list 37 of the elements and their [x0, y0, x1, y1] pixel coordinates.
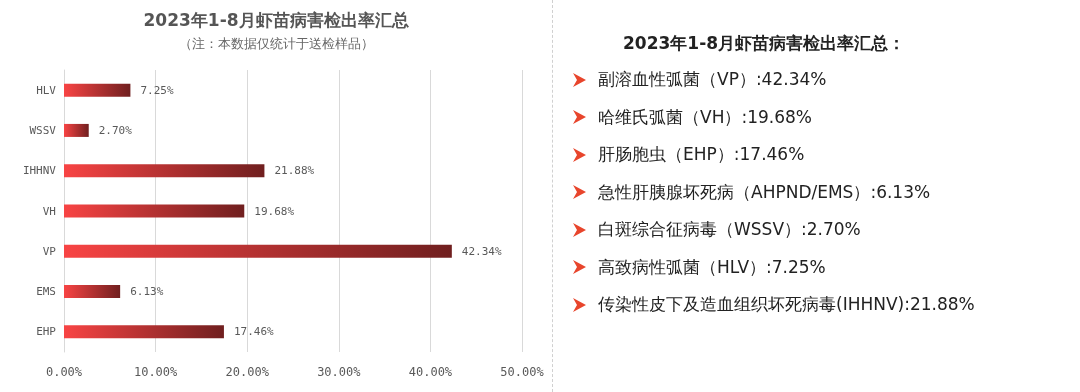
- data-label: 2.70%: [98, 123, 133, 137]
- text: 副溶血性弧菌（VP）:42.34%: [598, 68, 827, 92]
- bar: [64, 204, 245, 218]
- y-tick-label: HLV: [36, 83, 57, 97]
- data-label: 21.88%: [274, 164, 315, 178]
- text: 白斑综合征病毒（WSSV）:2.70%: [598, 218, 861, 242]
- x-tick-label: 0.00%: [45, 365, 83, 379]
- text: 哈维氏弧菌（VH）:19.68%: [598, 105, 812, 129]
- x-tick-label: 30.00%: [317, 365, 362, 379]
- text: 传染性皮下及造血组织坏死病毒(IHHNV):21.88%: [598, 293, 975, 317]
- text: 肝肠胞虫（EHP）:17.46%: [598, 143, 805, 167]
- y-tick-label: IHHNV: [22, 164, 57, 178]
- data-label: 7.25%: [140, 83, 174, 97]
- bar: [64, 285, 121, 299]
- text: 急性肝胰腺坏死病（AHPND/EMS）:6.13%: [598, 180, 931, 204]
- chart-title: 2023年1-8月虾苗病害检出率汇总: [143, 9, 409, 30]
- bar: [64, 244, 452, 258]
- data-label: 17.46%: [233, 325, 275, 339]
- bar: [64, 164, 265, 178]
- x-tick-label: 20.00%: [225, 365, 270, 379]
- y-tick-label: VH: [42, 204, 56, 218]
- chart-subtitle: （注：本数据仅统计于送检样品）: [178, 36, 374, 51]
- x-tick-label: 50.00%: [500, 365, 545, 379]
- data-label: 6.13%: [130, 285, 164, 299]
- x-tick-label: 10.00%: [133, 365, 179, 379]
- data-label: 19.68%: [254, 204, 295, 218]
- y-tick-label: EHP: [36, 325, 57, 339]
- text: 高致病性弧菌（HLV）:7.25%: [598, 255, 826, 279]
- bar: [64, 123, 89, 137]
- y-tick-label: VP: [42, 244, 57, 258]
- y-tick-label: EMS: [36, 285, 56, 299]
- y-tick-label: WSSV: [29, 123, 57, 137]
- bar: [64, 325, 224, 339]
- bar: [64, 83, 131, 97]
- data-label: 42.34%: [461, 244, 502, 258]
- x-tick-label: 40.00%: [408, 365, 453, 379]
- text: 2023年1-8月虾苗病害检出率汇总：: [623, 32, 907, 55]
